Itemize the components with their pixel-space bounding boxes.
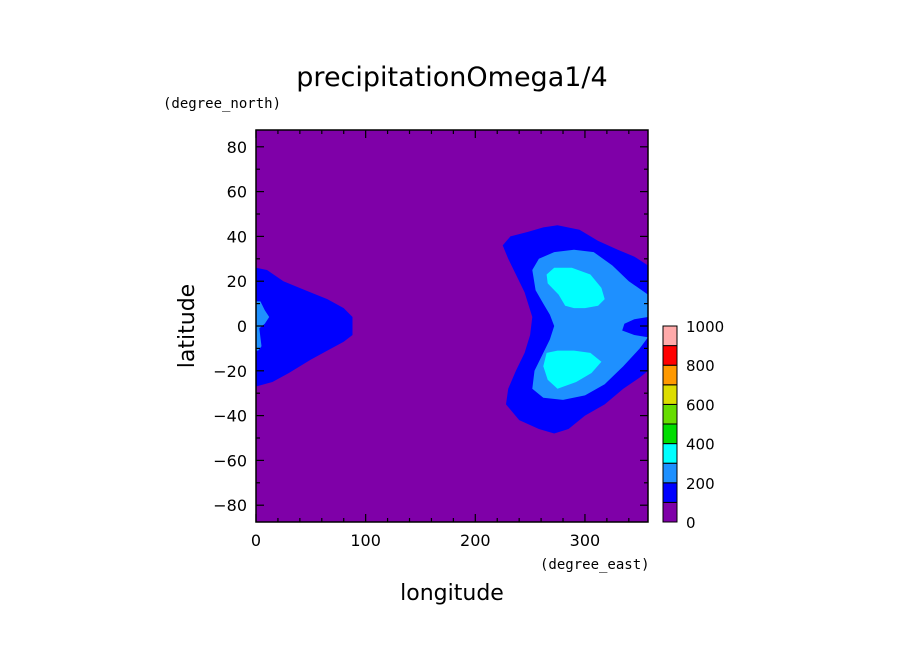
colorbar-swatch [662, 384, 678, 405]
colorbar-label: 200 [686, 475, 715, 493]
y-tick-label: 0 [237, 317, 247, 336]
y-tick-label: −80 [213, 496, 247, 515]
colorbar-swatch [662, 462, 678, 484]
colorbar-swatch [662, 403, 678, 425]
colorbar-label: 0 [686, 514, 696, 532]
colorbar-swatch [662, 364, 678, 386]
x-tick-label: 100 [350, 531, 381, 550]
y-tick-label: 20 [227, 272, 247, 291]
y-unit-label: (degree_north) [163, 96, 281, 112]
y-tick-label: −40 [213, 407, 247, 426]
y-axis-label: latitude [175, 284, 200, 368]
colorbar-swatch [662, 443, 678, 464]
x-axis-label: longitude [400, 581, 504, 606]
y-tick-label: 40 [227, 227, 247, 246]
colorbar-label: 800 [686, 357, 715, 375]
colorbar-label: 1000 [686, 318, 724, 336]
colorbar-swatch [662, 345, 678, 366]
region-west-band-100-200 [256, 267, 353, 387]
x-tick-label: 0 [251, 531, 261, 550]
colorbar-swatch [662, 423, 678, 445]
colorbar-label: 400 [686, 436, 715, 454]
x-axis-ticks: 0 100 200 300 [251, 130, 630, 550]
colorbar-swatch [662, 325, 678, 347]
y-axis-ticks: −80 −60 −40 −20 0 20 40 60 80 [213, 138, 648, 515]
region-east-band-300-400-north [546, 267, 605, 309]
region-east-band-300-400-south [543, 350, 602, 389]
chart-title: precipitationOmega1/4 [296, 62, 607, 93]
x-tick-label: 200 [460, 531, 491, 550]
colorbar-swatch [662, 501, 678, 523]
plot-area: 0 100 200 300 −80 −60 −40 −20 0 20 40 60 80 [213, 129, 649, 550]
y-tick-label: −60 [213, 451, 247, 470]
contour-regions [256, 225, 648, 434]
y-tick-label: 80 [227, 138, 247, 157]
colorbar-swatch [662, 482, 678, 503]
x-tick-label: 300 [570, 531, 601, 550]
colorbar: 0 200 400 600 800 1000 [662, 318, 724, 532]
y-tick-label: 60 [227, 183, 247, 202]
region-east-notch-100-200 [622, 317, 648, 338]
region-west-band-200-300 [256, 301, 270, 351]
y-tick-label: −20 [213, 362, 247, 381]
colorbar-label: 600 [686, 396, 715, 414]
x-unit-label: (degree_east) [540, 557, 650, 573]
